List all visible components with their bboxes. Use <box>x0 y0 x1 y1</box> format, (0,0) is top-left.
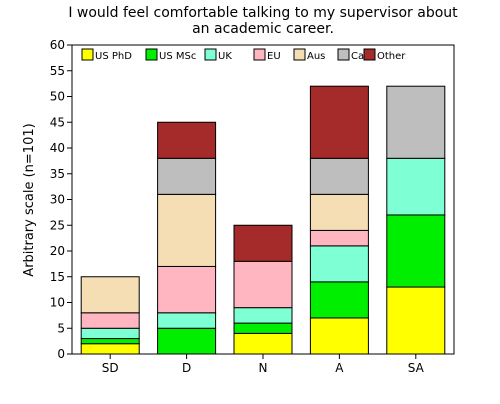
bar-N-uk <box>233 307 293 324</box>
bar-N-us-msc <box>233 322 293 334</box>
y-tick-label: 0 <box>57 347 65 361</box>
chart-title: I would feel comfortable talking to my s… <box>68 5 458 37</box>
bar-SD-eu <box>80 312 140 329</box>
legend-swatch <box>204 48 217 61</box>
y-tick-label: 40 <box>50 141 65 155</box>
bar-N-eu <box>233 260 293 309</box>
y-tick-label: 10 <box>50 296 65 310</box>
bar-D-ca <box>157 157 217 195</box>
chart-title-line-1: I would feel comfortable talking to my s… <box>68 5 458 21</box>
bars-layer <box>80 85 446 355</box>
legend-swatch <box>293 48 306 61</box>
legend: US PhD US MSc UK EU Aus Ca Other <box>81 48 406 62</box>
x-axis-ticks: SD D N A SA <box>102 354 425 375</box>
legend-swatch <box>337 48 350 61</box>
y-axis-ticks: 0 5 10 15 20 25 30 35 40 45 50 55 60 <box>50 38 72 361</box>
y-tick-label: 15 <box>50 270 65 284</box>
legend-label: EU <box>267 51 281 62</box>
legend-label: UK <box>218 51 232 62</box>
x-tick-label: N <box>259 361 268 375</box>
legend-swatch <box>363 48 376 61</box>
bar-SA-ca <box>386 85 446 159</box>
bar-SA-us-phd <box>386 286 446 355</box>
bar-A-us-phd <box>309 317 369 355</box>
y-tick-label: 60 <box>50 38 65 52</box>
x-tick-label: D <box>182 361 191 375</box>
bar-SD-us-phd <box>80 343 140 355</box>
y-tick-label: 30 <box>50 193 65 207</box>
legend-swatch <box>253 48 266 61</box>
legend-label: US PhD <box>95 51 132 62</box>
y-axis-label: Arbitrary scale (n=101) <box>22 123 37 276</box>
y-tick-label: 45 <box>50 115 65 129</box>
y-tick-label: 20 <box>50 244 65 258</box>
bar-A-ca <box>309 157 369 195</box>
y-tick-label: 25 <box>50 218 65 232</box>
legend-label: US MSc <box>159 51 196 62</box>
bar-A-us-msc <box>309 281 369 319</box>
legend-swatch <box>81 48 94 61</box>
bar-A-aus <box>309 193 369 231</box>
y-tick-label: 5 <box>57 321 65 335</box>
bar-A-uk <box>309 245 369 283</box>
bar-D-uk <box>157 312 217 329</box>
bar-D-other <box>157 121 217 159</box>
legend-label: Ca <box>351 51 364 62</box>
bar-A-other <box>309 85 369 159</box>
x-tick-label: SD <box>102 361 119 375</box>
chart-title-line-2: an academic career. <box>192 21 334 37</box>
legend-label: Other <box>377 51 406 62</box>
bar-A-eu <box>309 229 369 247</box>
bar-N-other <box>233 224 293 262</box>
x-tick-label: SA <box>408 361 425 375</box>
bar-SD-us-msc <box>80 338 140 345</box>
bar-D-us-msc <box>157 327 217 355</box>
bar-SD-aus <box>80 276 140 314</box>
y-tick-label: 55 <box>50 64 65 78</box>
bar-D-eu <box>157 265 217 314</box>
x-tick-label: A <box>335 361 344 375</box>
y-tick-label: 50 <box>50 90 65 104</box>
bar-N-us-phd <box>233 332 293 355</box>
y-tick-label: 35 <box>50 167 65 181</box>
bar-SD-uk <box>80 327 140 340</box>
legend-swatch <box>145 48 158 61</box>
bar-D-aus <box>157 193 217 267</box>
bar-SA-uk <box>386 157 446 216</box>
bar-SA-us-msc <box>386 214 446 288</box>
legend-label: Aus <box>307 51 325 62</box>
